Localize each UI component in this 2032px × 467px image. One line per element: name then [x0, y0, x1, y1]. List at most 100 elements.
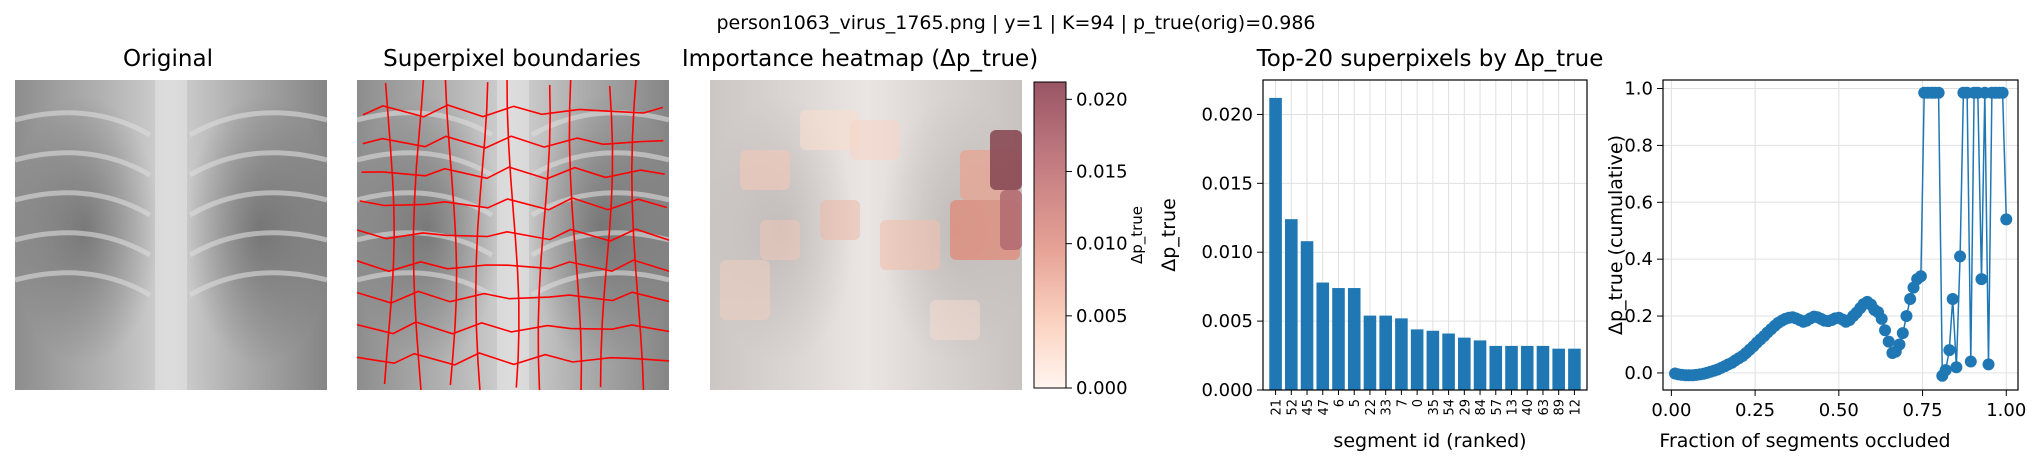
line-chart: 0.00 0.25 0.50 0.75 1.00 0.0 0.2 0.4 0.6 0.8 1.0	[1624, 79, 2026, 421]
superpixel-boundary-col	[537, 84, 552, 390]
bar	[1505, 345, 1518, 390]
superpixel-boundary-row	[357, 352, 669, 366]
bar-xtick-label: 29	[1458, 399, 1473, 416]
line-ytick-label: 0.4	[1624, 249, 1653, 270]
heatmap-patch	[990, 130, 1022, 190]
bar	[1347, 288, 1361, 390]
bar-ytick-label: 0.015	[1201, 173, 1253, 194]
bar-xtick-label: 35	[1427, 399, 1442, 416]
bar-xtick-label: 5	[1348, 399, 1363, 407]
line-ytick-label: 0.0	[1624, 363, 1653, 384]
heatmap-patch	[1000, 190, 1022, 250]
bar	[1426, 330, 1440, 390]
bar-xtick-label: 63	[1537, 399, 1552, 416]
bar-xtick-label: 47	[1317, 399, 1332, 416]
line-chart-ylabel: Δp_true (cumulative)	[1605, 135, 1627, 335]
bar-ytick-label: 0.005	[1201, 311, 1253, 332]
heatmap-patch	[720, 260, 770, 320]
superpixel-image	[357, 80, 669, 390]
bar-xtick-label: 33	[1380, 399, 1395, 416]
superpixel-boundary-row	[357, 259, 669, 273]
data-point	[1982, 358, 1995, 371]
superpixel-boundary-col	[383, 83, 396, 385]
data-point	[1954, 250, 1967, 263]
superpixel-boundary-lines	[357, 80, 669, 390]
bar-ytick-label: 0.020	[1201, 104, 1253, 125]
bar	[1269, 97, 1282, 391]
line-xtick-label: 0.50	[1819, 400, 1859, 421]
heatmap-patch	[820, 200, 860, 240]
bar-xtick-label: 7	[1395, 399, 1410, 407]
bar	[1536, 345, 1550, 390]
data-point	[1964, 355, 1977, 368]
colorbar-tick-label: 0.005	[1076, 306, 1128, 327]
heatmap-patch	[800, 110, 860, 150]
original-title: Original	[122, 46, 213, 72]
bar	[1363, 315, 1377, 390]
superpixel-boundary-row	[357, 228, 669, 242]
bar	[1473, 340, 1487, 390]
figure-suptitle: person1063_virus_1765.png | y=1 | K=94 |…	[716, 12, 1316, 34]
line-chart-xlabel: Fraction of segments occluded	[1659, 430, 1950, 452]
bar-xtick-label: 21	[1270, 399, 1285, 416]
heatmap-patch	[740, 150, 790, 190]
data-point	[1893, 338, 1906, 351]
bar-xtick-label: 45	[1301, 399, 1316, 416]
bar	[1442, 333, 1455, 390]
data-point	[1900, 310, 1913, 323]
superpixel-boundary-row	[357, 321, 669, 335]
data-point	[1943, 344, 1956, 357]
bar	[1552, 348, 1565, 390]
data-point	[1950, 361, 1963, 374]
heatmap-patch	[930, 300, 980, 340]
line-axes-frame	[1662, 79, 2019, 391]
data-point	[1996, 86, 2009, 99]
data-point	[1939, 364, 1952, 377]
superpixel-boundary-row	[362, 135, 664, 149]
original-xray-image	[15, 80, 327, 390]
superpixel-boundary-col	[599, 85, 614, 388]
data-point	[1875, 312, 1888, 325]
superpixel-boundary-col	[506, 80, 520, 388]
colorbar-tick-label: 0.020	[1076, 89, 1128, 110]
line-xtick-label: 0.25	[1735, 400, 1775, 421]
bar	[1300, 241, 1314, 390]
bar	[1410, 329, 1424, 390]
data-point	[1896, 327, 1909, 340]
bar-xtick-label: 84	[1474, 399, 1489, 416]
bar-chart-xlabel: segment id (ranked)	[1333, 430, 1526, 452]
line-ytick-label: 0.2	[1624, 306, 1653, 327]
data-point	[1975, 273, 1988, 286]
data-point	[1904, 292, 1917, 305]
superpixel-boundary-row	[359, 197, 668, 211]
colorbar-tick-label: 0.015	[1076, 161, 1128, 182]
colorbar: 0.000 0.005 0.010 0.015 0.020 Δp_true	[1033, 81, 1147, 399]
data-point	[1946, 292, 1959, 305]
superpixel-boundary-col	[568, 80, 583, 390]
line-ytick-label: 0.8	[1624, 135, 1653, 156]
heatmap-overlay	[720, 110, 1022, 340]
heatmap-patch	[760, 220, 800, 260]
data-point	[1882, 335, 1895, 348]
bar-xtick-label: 54	[1443, 399, 1458, 416]
bar-xtick-label: 40	[1521, 399, 1536, 416]
superpixel-boundary-row	[362, 104, 664, 118]
data-point	[1914, 270, 1927, 283]
superpixel-boundary-col	[630, 80, 645, 390]
data-point	[1879, 324, 1892, 337]
colorbar-tick-label: 0.000	[1076, 378, 1128, 399]
superpixels-title: Superpixel boundaries	[383, 46, 641, 72]
heatmap-image	[710, 80, 1022, 390]
bar-xtick-label: 22	[1364, 399, 1379, 416]
bar	[1332, 288, 1345, 390]
data-point	[2000, 213, 2013, 226]
line-xtick-label: 0.00	[1651, 400, 1691, 421]
line-ytick-label: 0.6	[1624, 192, 1653, 213]
data-point	[1932, 86, 1945, 99]
bar	[1285, 219, 1298, 390]
bar-xtick-label: 13	[1506, 399, 1521, 416]
bar-xtick-label: 52	[1285, 399, 1300, 416]
bar	[1568, 348, 1581, 390]
